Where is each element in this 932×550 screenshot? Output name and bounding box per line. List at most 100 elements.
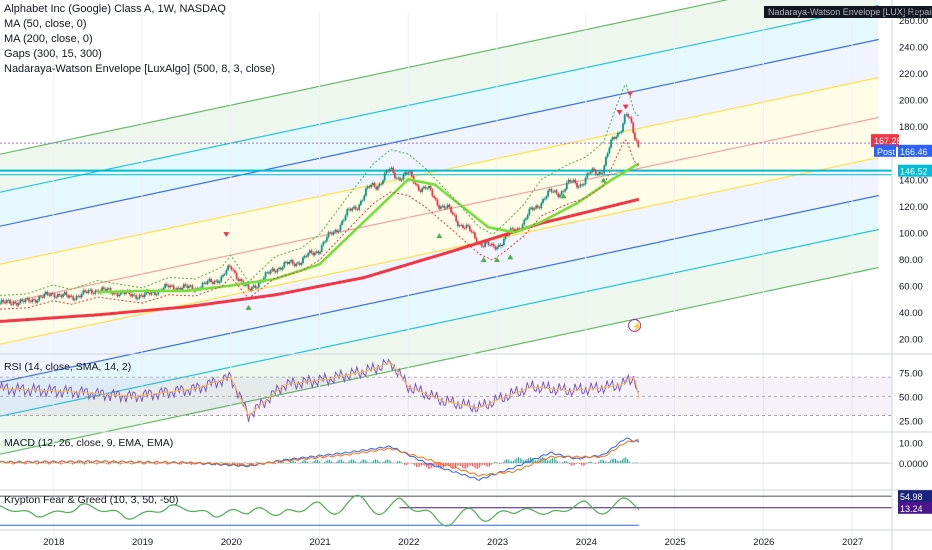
candle-body [171,285,173,287]
candle-body [535,205,538,209]
candle-body [77,295,80,297]
candle-body [87,290,90,293]
candle-body [130,294,132,297]
channel-line [0,266,879,455]
candle-body [11,303,13,305]
candle-body [239,279,241,281]
candle-body [562,191,565,193]
candle-body [616,132,619,137]
candle-body [188,285,190,288]
candle-body [606,153,609,158]
candle-body [26,298,29,300]
fear-value-2: 13.24 [900,504,923,514]
rsi-label[interactable]: RSI (14, close, SMA, 14, 2) [4,361,132,373]
candle-body [307,253,309,257]
candle-body [485,241,488,243]
indicator-nw-envelope[interactable]: Nadaraya-Watson Envelope [LuxAlgo] (500,… [4,63,276,75]
candle-body [82,290,85,294]
candle-body [429,186,432,190]
rsi-tick: 25.00 [899,416,923,427]
candle-body [249,289,252,291]
indicator-ma200[interactable]: MA (200, close, 0) [4,33,93,45]
symbol-title[interactable]: Alphabet Inc (Google) Class A, 1W, NASDA… [4,3,226,15]
candle-body [55,297,58,298]
candle-body [251,287,253,291]
candle-body [34,299,37,303]
candle-body [320,245,323,252]
candle-body [252,285,255,288]
candle-body [271,268,274,271]
candle-body [324,241,327,243]
channel-line [0,0,729,155]
candle-body [113,292,115,295]
rsi-line [0,358,640,423]
candle-body [218,281,221,284]
chart-legend: Alphabet Inc (Google) Class A, 1W, NASDA… [4,2,275,77]
candle-body [421,188,424,192]
candle-body [140,294,143,296]
nw-lower-envelope [0,139,640,310]
candle-body [366,186,369,189]
candle-body [599,172,602,174]
candle-body [48,294,51,296]
candle-body [470,230,473,233]
candle-body [601,173,604,174]
price-tick: 80.00 [899,255,923,266]
candle-body [567,179,570,183]
currency-label[interactable]: USD [902,6,924,17]
candle-body [245,284,248,286]
price-tick: 140.00 [899,175,928,186]
channel-line [0,228,879,417]
candle-body [346,209,349,216]
candle-body [492,243,495,247]
candle-body [150,291,153,295]
price-tick: 220.00 [899,69,928,80]
candle-body [213,281,216,284]
candle-body [371,183,374,186]
year-tick: 2026 [753,537,774,548]
sell-signal-marker [622,104,629,110]
candle-body [106,288,109,291]
indicator-ma50[interactable]: MA (50, close, 0) [4,18,87,30]
candle-body [56,294,59,298]
candle-body [172,285,175,290]
candle-body [337,230,340,232]
candle-body [203,282,206,284]
candle-body [494,246,497,250]
candle-body [547,190,550,197]
candle-body [564,189,567,192]
candle-body [405,172,408,174]
candle-body [45,291,47,295]
post-price-label: 166.46 [900,147,928,157]
candle-body [499,244,502,246]
candle-body [94,290,97,294]
candle-body [342,220,345,222]
candle-body [356,209,359,211]
candle-body [501,245,504,246]
candle-body [373,183,376,187]
year-tick: 2018 [43,537,64,548]
candle-body [559,194,561,198]
candle-body [528,208,531,215]
candle-body [334,229,337,232]
candle-body [332,231,335,235]
candle-body [96,290,98,292]
indicator-gaps[interactable]: Gaps (300, 15, 300) [4,48,102,60]
fear-value-1: 54.98 [900,492,923,502]
candle-body [530,207,532,209]
macd-tick: 10.00 [899,438,923,449]
candle-body [521,224,524,230]
fear-value-2-bg [898,501,932,514]
candle-body [89,289,92,291]
candle-body [16,302,18,306]
candle-body [68,295,71,298]
candle-body [325,237,328,242]
candle-body [50,293,52,296]
candle-body [167,285,170,288]
macd-label[interactable]: MACD (12, 26, close, 9, EMA, EMA) [4,437,174,449]
candle-body [598,172,601,175]
candle-body [409,171,412,173]
channel-line [0,38,879,227]
fear-greed-label[interactable]: Krypton Fear & Greed (10, 3, 50, -50) [4,494,179,506]
